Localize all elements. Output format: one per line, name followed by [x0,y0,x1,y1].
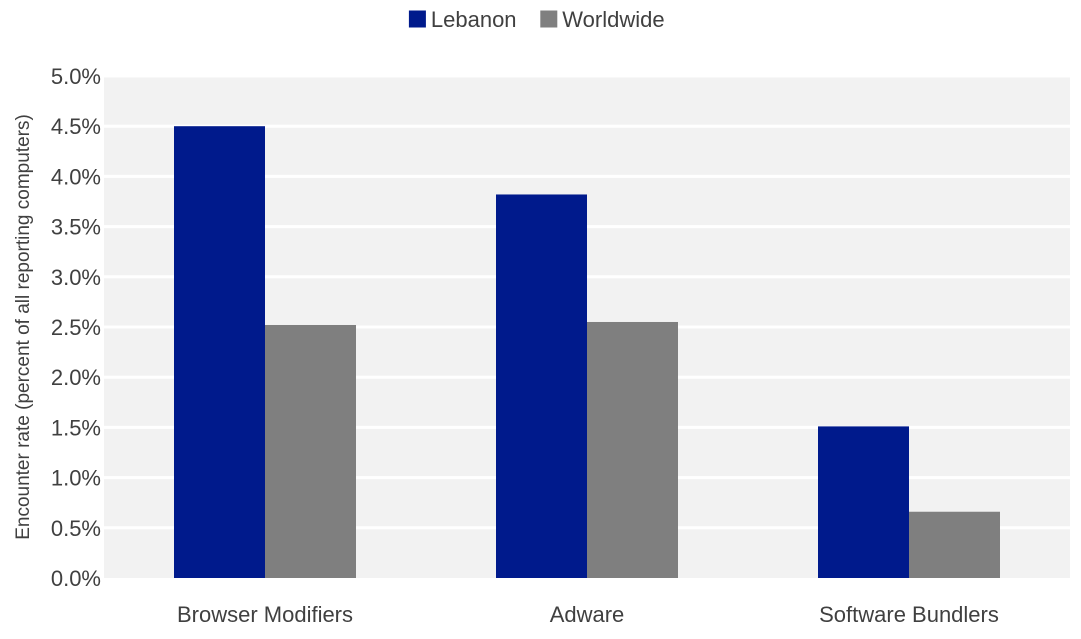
y-tick-label: 3.5% [51,215,101,240]
x-tick-labels: Browser Modifiers Adware Software Bundlers [177,602,999,627]
x-tick-label: Software Bundlers [819,602,999,627]
y-tick-labels: 0.0% 0.5% 1.0% 1.5% 2.0% 2.5% 3.0% 3.5% 4.0% 4.5%… [51,64,101,591]
x-tick-label: Adware [550,602,625,627]
y-tick-label: 4.0% [51,164,101,189]
bar-lebanon-browser-modifiers [174,126,265,578]
y-tick-label: 4.5% [51,114,101,139]
bar-worldwide-adware [587,321,678,578]
y-tick-label: 2.0% [51,365,101,390]
y-axis-label: Encounter rate (percent of all reporting… [13,114,34,540]
bar-lebanon-adware [496,194,587,579]
y-tick-label: 2.5% [51,315,101,340]
legend-swatch-worldwide [540,10,558,28]
y-tick-label: 0.5% [51,516,101,541]
y-tick-label: 1.0% [51,466,101,491]
bar-worldwide-software-bundlers [909,511,1000,578]
legend-swatch-lebanon [408,10,426,28]
legend-label-worldwide: Worldwide [562,7,664,32]
y-tick-label: 1.5% [51,415,101,440]
x-tick-label: Browser Modifiers [177,602,353,627]
y-tick-label: 0.0% [51,566,101,591]
legend-label-lebanon: Lebanon [431,7,517,32]
bar-lebanon-software-bundlers [818,426,909,578]
bar-worldwide-browser-modifiers [265,324,356,578]
legend: Lebanon Worldwide [408,7,665,32]
bars [174,126,1000,579]
y-tick-label: 5.0% [51,64,101,89]
y-tick-label: 3.0% [51,265,101,290]
